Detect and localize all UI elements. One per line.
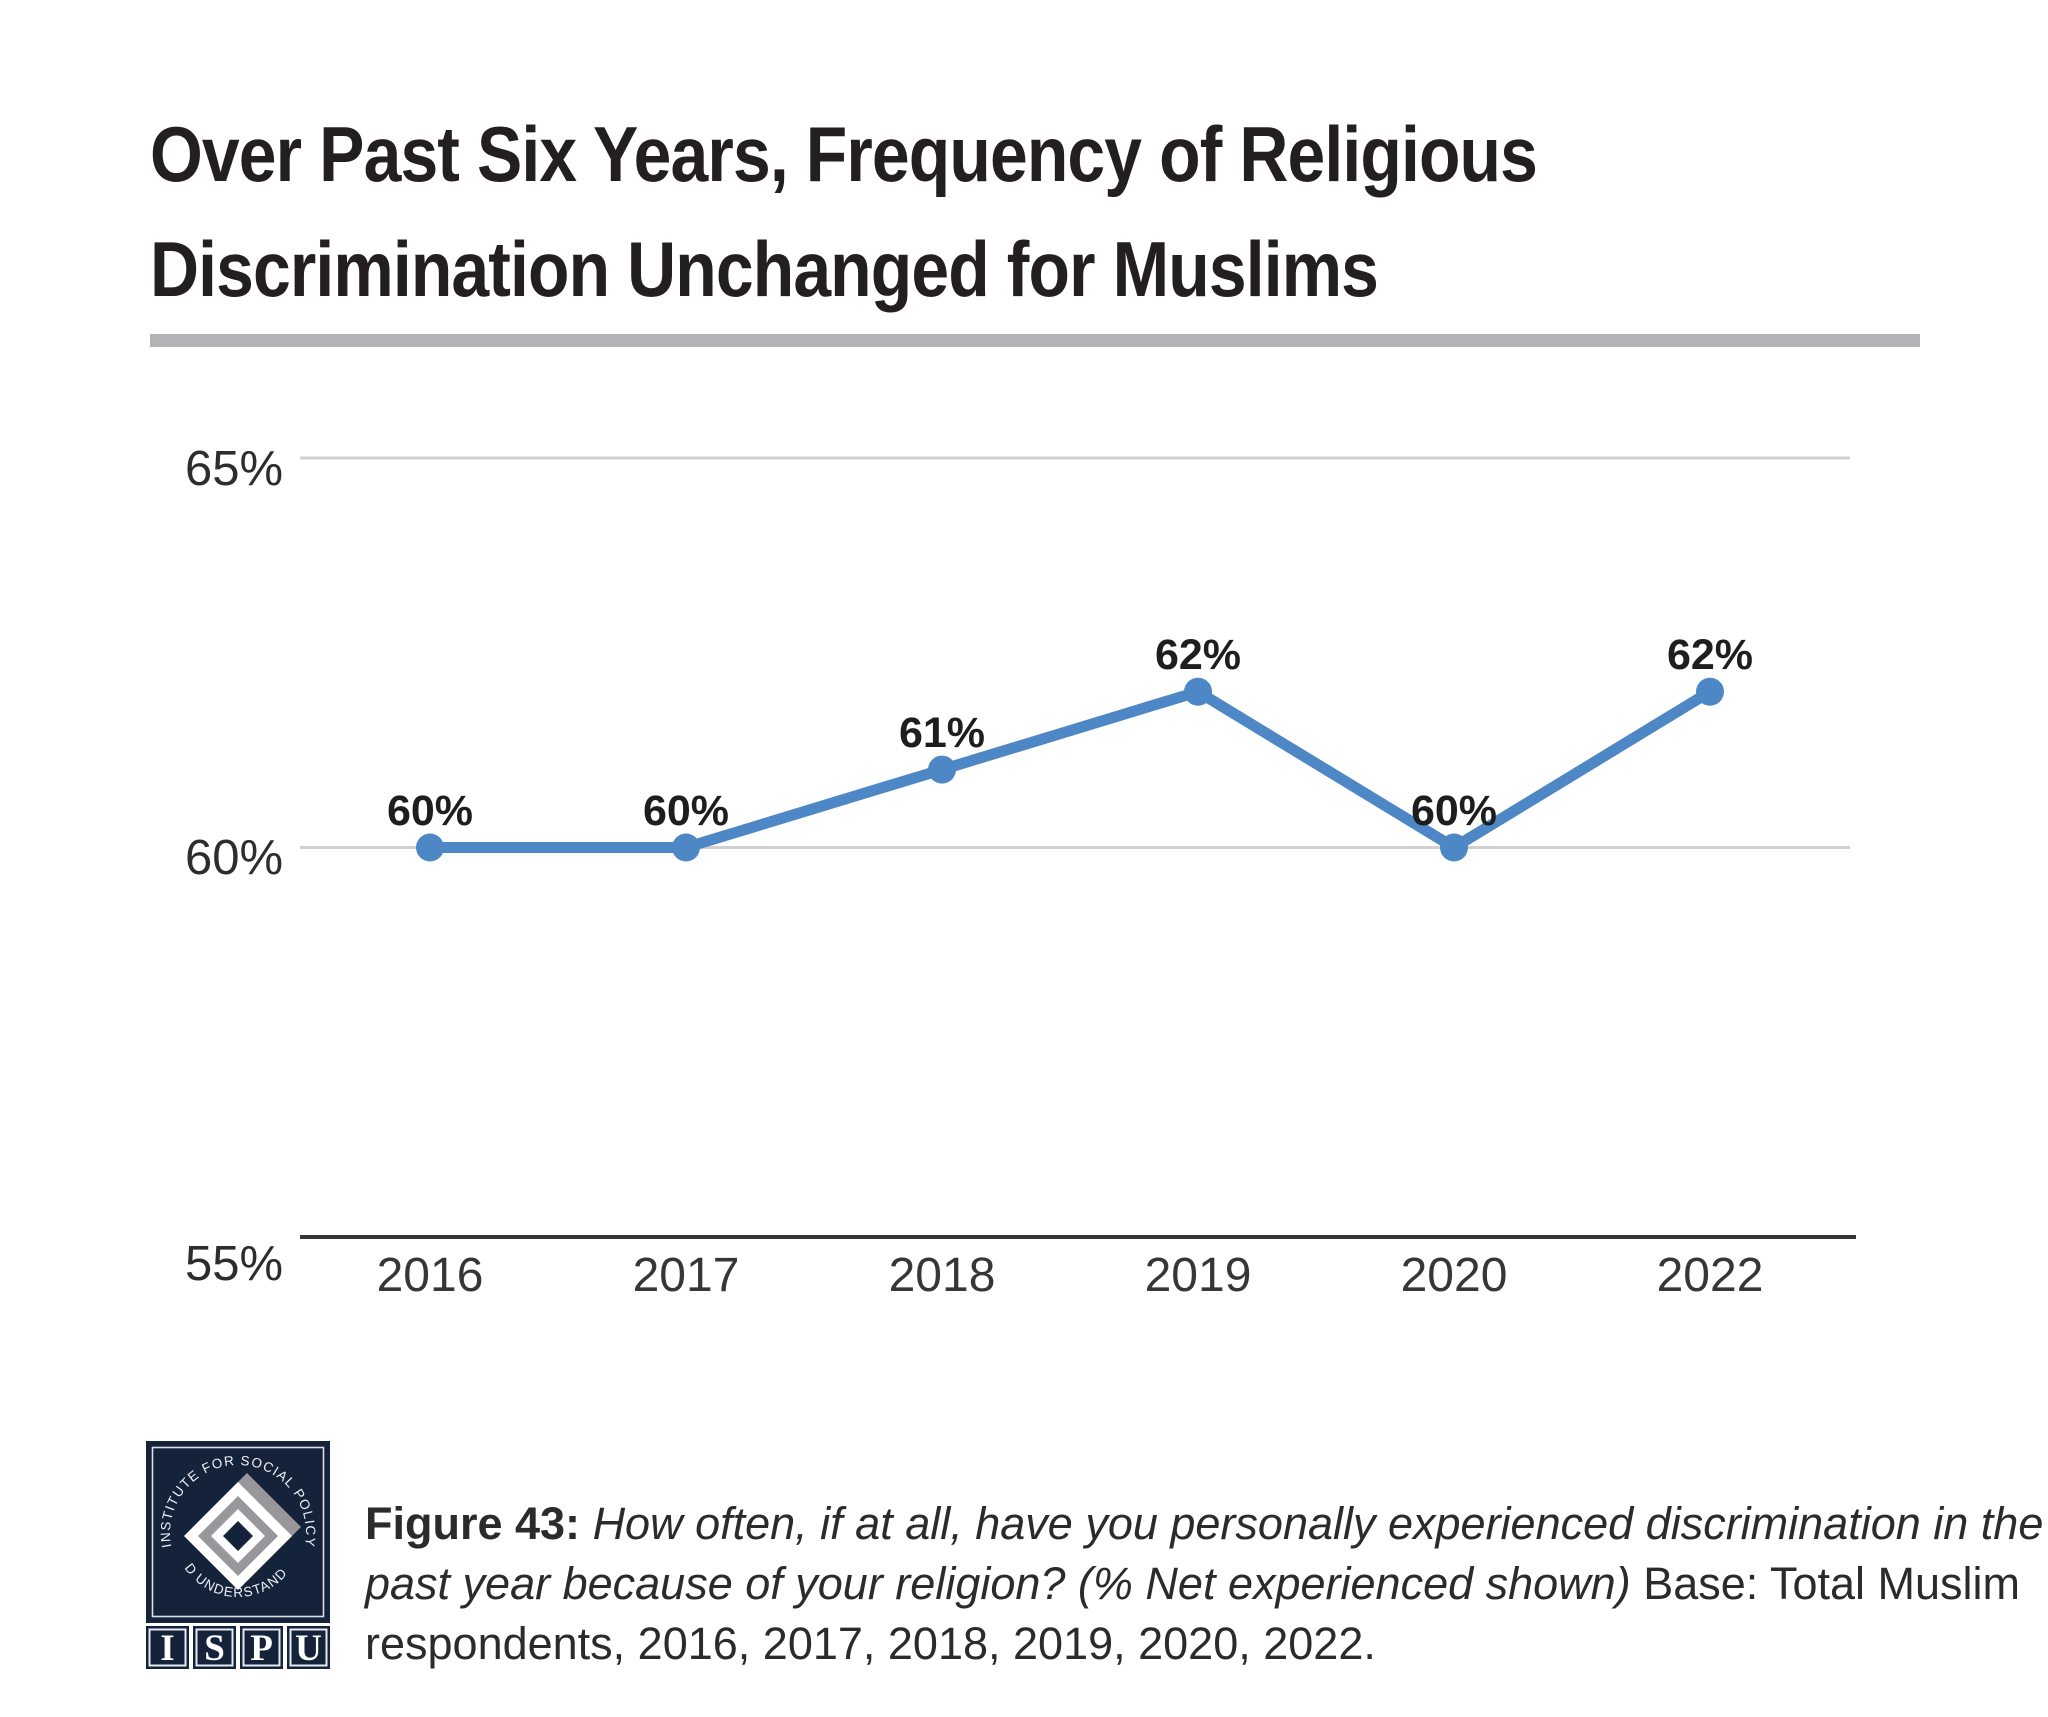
data-point-2016 (416, 833, 444, 862)
logo-letter-box (146, 1626, 189, 1669)
trend-line (424, 686, 1716, 853)
x-axis-tick-label: 2020 (1400, 1249, 1508, 1302)
logo-letter-box-border (289, 1628, 328, 1667)
logo-letter-box-border (148, 1628, 187, 1667)
caption-base-part2: respondents, 2016, 2017, 2018, 2019, 202… (365, 1618, 1376, 1669)
data-point-2022 (1696, 677, 1724, 706)
logo-letter: I (160, 1628, 174, 1669)
logo-letter-box-border (195, 1628, 234, 1667)
caption-base-part1: Base: Total Muslim (1643, 1558, 2021, 1609)
data-point-2020 (1440, 833, 1468, 862)
logo-diamond-navy-center (223, 1521, 253, 1551)
logo-letter: U (295, 1628, 322, 1669)
figure-title-line1: Over Past Six Years, Frequency of Religi… (150, 110, 1538, 198)
data-point-label: 60% (642, 787, 730, 835)
figure-title-line2: Discrimination Unchanged for Muslims (150, 225, 1379, 313)
x-axis-line (300, 1235, 1856, 1239)
y-axis-tick-label: 65% (185, 442, 284, 496)
data-point-2017 (672, 833, 700, 862)
data-point-label: 60% (386, 787, 474, 835)
x-axis-tick-label: 2016 (376, 1249, 484, 1302)
data-point-label: 62% (1154, 631, 1242, 679)
logo-letter: S (204, 1628, 225, 1669)
caption-question-part2: past year because of your religion? (% N… (365, 1558, 1631, 1609)
caption-figure-label: Figure 43: (365, 1498, 581, 1549)
ispu-logo: INSTITUTE FOR SOCIAL POLICY AND UNDERSTA… (146, 1441, 330, 1669)
data-point-2018 (928, 755, 956, 784)
logo-inner-border (151, 1446, 325, 1618)
figure-title: Over Past Six Years, Frequency of Religi… (150, 97, 1538, 327)
data-point-2019 (1184, 677, 1212, 706)
data-point-label: 60% (1410, 787, 1498, 835)
y-axis-tick-label: 60% (185, 831, 284, 885)
x-axis-tick-label: 2022 (1656, 1249, 1764, 1302)
logo-letter-box (287, 1626, 330, 1669)
grid-line-60 (300, 846, 1850, 849)
logo-letter-box (240, 1626, 283, 1669)
title-divider (150, 334, 1920, 347)
data-point-label: 62% (1666, 631, 1754, 679)
x-axis-tick-label: 2017 (632, 1249, 740, 1302)
figure-caption-line1: Figure 43: How often, if at all, have yo… (365, 1494, 2043, 1554)
figure-caption-line2: past year because of your religion? (% N… (365, 1554, 2020, 1614)
caption-question-part1: How often, if at all, have you personall… (592, 1498, 2044, 1549)
grid-line-65 (300, 456, 1850, 460)
logo-letter-box-border (242, 1628, 281, 1667)
x-axis-tick-label: 2019 (1144, 1249, 1252, 1302)
logo-letter: P (250, 1628, 273, 1669)
figure-caption-line3: respondents, 2016, 2017, 2018, 2019, 202… (365, 1614, 1925, 1674)
data-point-label: 61% (898, 709, 986, 757)
x-axis-tick-label: 2018 (888, 1249, 996, 1302)
figure-caption: Figure 43: How often, if at all, have yo… (365, 1494, 2043, 1674)
y-axis-tick-label: 55% (185, 1237, 284, 1291)
logo-letter-box (193, 1626, 236, 1669)
